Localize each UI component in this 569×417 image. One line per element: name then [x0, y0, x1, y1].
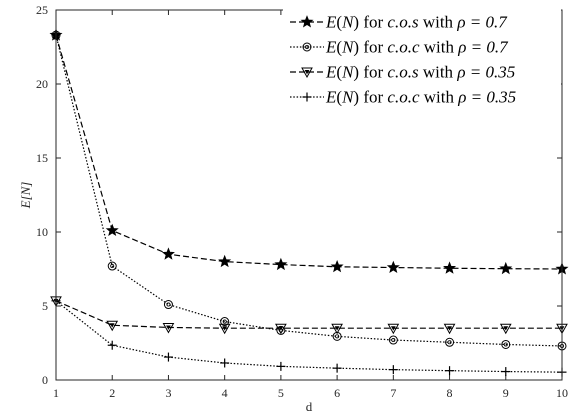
data-point [332, 363, 342, 373]
data-point [274, 257, 288, 271]
data-point [218, 254, 232, 268]
data-point [107, 261, 117, 271]
legend-entry: E(N) for c.o.c with ρ = 0.7 [290, 38, 509, 57]
legend-word2: with [423, 63, 454, 82]
data-point [275, 323, 287, 335]
series-1-line [55, 34, 563, 270]
data-point [445, 337, 455, 347]
legend-label: E(N) for c.o.c with ρ = 0.35 [325, 88, 516, 107]
data-point [499, 261, 513, 275]
legend-word2: with [424, 88, 455, 107]
x-tick-label: 2 [109, 386, 115, 400]
legend-policy: c.o.c [387, 38, 420, 57]
legend-policy: c.o.s [387, 13, 419, 32]
legend-arg: N [341, 38, 355, 57]
data-point [106, 320, 119, 332]
legend-marker [302, 42, 312, 52]
series-4-line [55, 300, 563, 373]
data-point [105, 223, 119, 237]
data-point [445, 366, 455, 376]
legend-rho: ρ = 0.35 [457, 88, 516, 107]
legend-policy: c.o.s [387, 63, 419, 82]
x-tick-label: 6 [334, 386, 340, 400]
data-point [388, 335, 398, 345]
y-tick-label: 15 [36, 151, 48, 165]
x-tick-label: 3 [165, 386, 171, 400]
legend-marker [300, 15, 314, 28]
data-point [499, 323, 512, 335]
series-2-line [55, 35, 563, 347]
x-tick-label: 10 [556, 386, 568, 400]
data-point [443, 323, 456, 335]
y-tick-label: 20 [36, 77, 48, 91]
legend-rho: ρ = 0.7 [457, 38, 509, 57]
x-tick-label: 1 [53, 386, 59, 400]
x-tick-label: 7 [390, 386, 396, 400]
series-3-line [55, 300, 562, 329]
legend-word2: with [424, 38, 455, 57]
y-tick-label: 25 [36, 3, 48, 17]
y-tick-label: 0 [42, 373, 48, 387]
data-point [331, 323, 343, 335]
legend-marker [302, 92, 312, 102]
legend-marker [301, 67, 313, 79]
legend-arg: N [341, 63, 355, 82]
data-point [162, 322, 175, 334]
data-point [163, 300, 173, 310]
data-point [501, 339, 511, 349]
data-point [386, 260, 400, 274]
legend: E(N) for c.o.s with ρ = 0.7 E(N) for c.o.… [283, 8, 561, 114]
legend-rho: ρ = 0.7 [456, 13, 508, 32]
legend-label: E(N) for c.o.c with ρ = 0.7 [325, 38, 509, 57]
data-point [387, 323, 400, 335]
legend-arg: N [341, 13, 355, 32]
legend-rho: ρ = 0.35 [456, 63, 515, 82]
legend-arg: N [341, 88, 355, 107]
x-axis-label: d [306, 399, 313, 414]
legend-func: E [325, 38, 337, 57]
data-point [220, 317, 230, 327]
data-point [276, 361, 286, 371]
legend-func: E [325, 13, 337, 32]
legend-func: E [325, 88, 337, 107]
legend-word1: for [363, 63, 383, 82]
x-tick-label: 9 [503, 386, 509, 400]
x-tick-label: 5 [278, 386, 284, 400]
legend-label: E(N) for c.o.s with ρ = 0.35 [325, 63, 515, 82]
data-point [443, 261, 457, 274]
legend-label: E(N) for c.o.s with ρ = 0.7 [325, 13, 508, 32]
data-point [220, 358, 230, 368]
data-point [107, 340, 117, 350]
legend-word2: with [423, 13, 454, 32]
data-point [388, 365, 398, 375]
tick-labels: 1 2 3 4 5 6 7 8 9 10 0 5 10 15 20 25 [36, 3, 568, 400]
x-tick-label: 4 [222, 386, 228, 400]
legend-word1: for [363, 88, 383, 107]
y-tick-label: 5 [42, 299, 48, 313]
y-axis-label: E[N] [18, 182, 33, 210]
legend-entry: E(N) for c.o.c with ρ = 0.35 [290, 88, 516, 107]
legend-word1: for [363, 13, 383, 32]
data-point [218, 323, 231, 335]
x-tick-label: 8 [447, 386, 453, 400]
legend-entry: E(N) for c.o.s with ρ = 0.7 [290, 13, 508, 32]
legend-entry: E(N) for c.o.s with ρ = 0.35 [290, 63, 515, 82]
y-tick-label: 10 [36, 225, 48, 239]
legend-word1: for [363, 38, 383, 57]
legend-background [283, 8, 561, 114]
data-point [330, 259, 344, 273]
legend-func: E [325, 63, 337, 82]
data-point [501, 367, 511, 377]
data-point [163, 352, 173, 362]
legend-policy: c.o.c [387, 88, 420, 107]
data-point [161, 247, 175, 260]
